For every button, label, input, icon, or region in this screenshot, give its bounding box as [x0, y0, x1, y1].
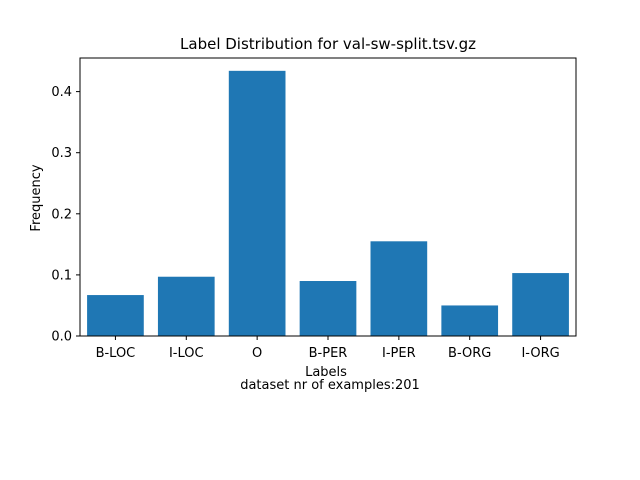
y-tick-label: 0.1 [51, 268, 72, 283]
y-axis-label: Frequency [29, 164, 44, 231]
bar-b-org [441, 305, 499, 336]
x-tick-label: B-PER [309, 346, 348, 361]
y-tick-label: 0.0 [51, 330, 72, 345]
bar-b-per [299, 281, 357, 336]
chart-title: Label Distribution for val-sw-split.tsv.… [180, 35, 476, 53]
bar-b-loc [87, 295, 144, 336]
bars-group [87, 70, 569, 336]
y-tick-label: 0.3 [51, 146, 72, 161]
x-tick-label: B-LOC [96, 346, 136, 361]
x-axis-label: Labels [305, 365, 347, 380]
bar-i-loc [157, 276, 215, 336]
x-tick-label: B-ORG [448, 346, 491, 361]
x-tick-label: O [252, 346, 262, 361]
caption: dataset nr of examples:201 [240, 378, 420, 393]
bar-i-per [370, 241, 428, 336]
x-tick-label: I-LOC [169, 346, 204, 361]
y-tick-label: 0.2 [51, 207, 72, 222]
bar-o [228, 70, 286, 336]
x-tick-label: I-PER [382, 346, 416, 361]
plot-frame [79, 57, 577, 337]
y-axis-ticks: 0.0 0.1 0.2 0.3 0.4 [51, 85, 80, 345]
bar-i-org [512, 273, 569, 336]
y-tick-label: 0.4 [51, 85, 72, 100]
x-axis-ticks: B-LOC I-LOC O B-PER I-PER B-ORG I-ORG [96, 336, 560, 361]
x-tick-label: I-ORG [521, 346, 559, 361]
